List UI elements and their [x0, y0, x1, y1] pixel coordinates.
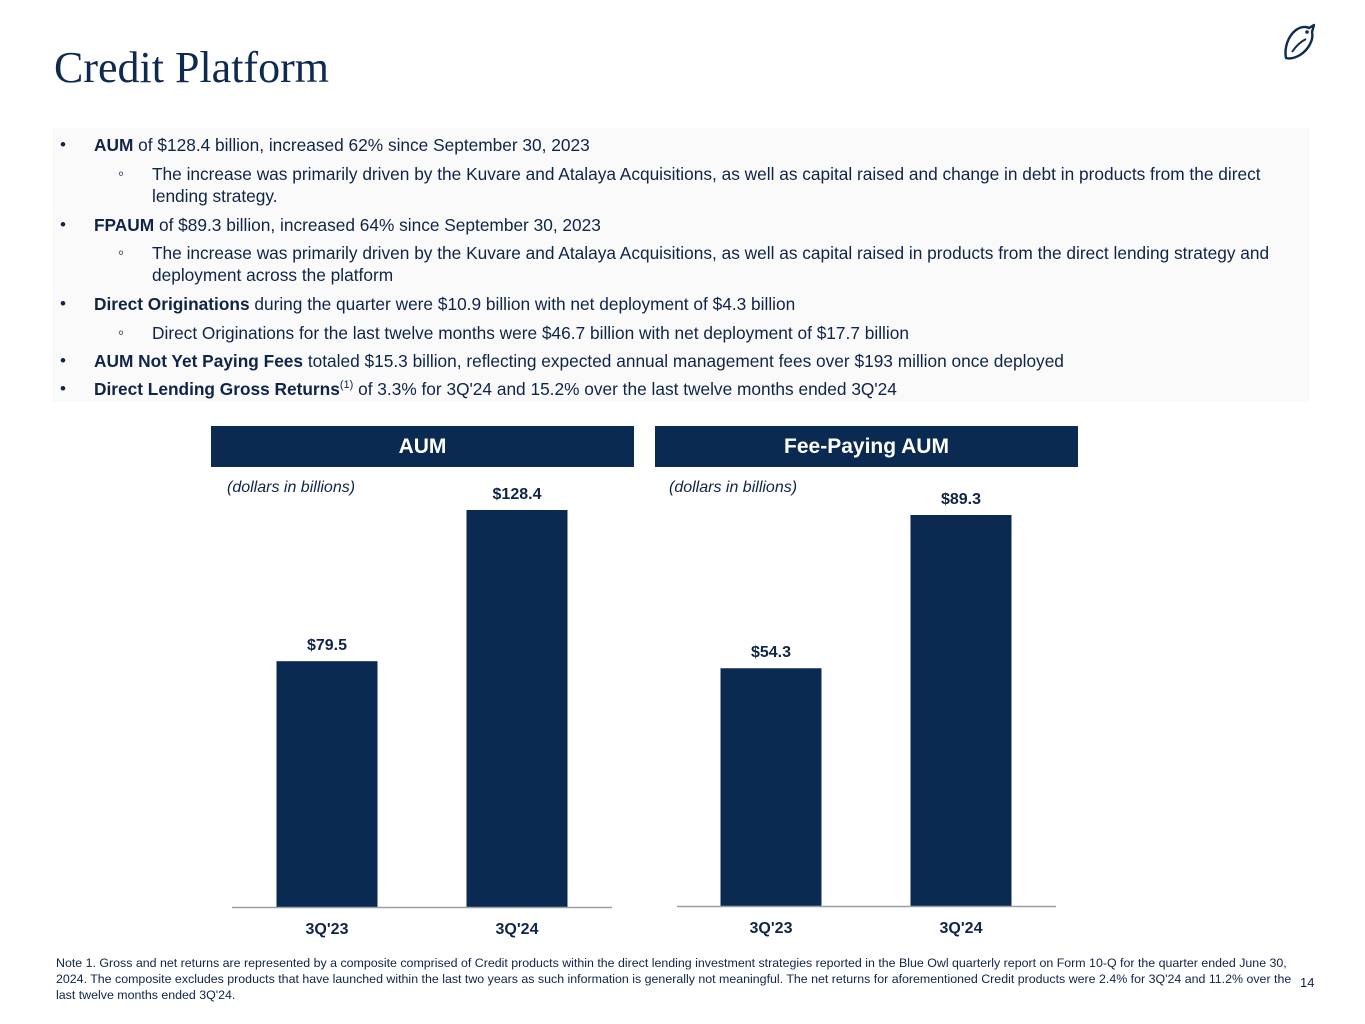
x-tick-label: 3Q'24 [940, 920, 983, 937]
bar-0-3q23 [276, 661, 378, 907]
fpaum-chart-header: Fee-Paying AUM [655, 426, 1078, 467]
page-number: 14 [1300, 975, 1315, 990]
sub-bullet-aum-driver: The increase was primarily driven by the… [152, 164, 1261, 206]
data-label: $54.3 [751, 644, 791, 661]
sub-bullet-marker: ◦ [118, 323, 125, 342]
bullet-gross-returns: Direct Lending Gross Returns(1) of 3.3% … [94, 379, 897, 399]
bullet-direct-originations: Direct Originations during the quarter w… [94, 294, 796, 314]
owl-logo-icon [1284, 23, 1316, 60]
data-label: $128.4 [493, 486, 542, 503]
bullet-aum: AUM of $128.4 billion, increased 62% sin… [94, 135, 590, 155]
sub-bullet-marker: ◦ [118, 164, 125, 183]
bullet-fpaum: FPAUM of $89.3 billion, increased 64% si… [94, 215, 601, 235]
x-tick-label: 3Q'23 [750, 920, 793, 937]
bullet-marker: • [60, 294, 66, 313]
bar-1-3q23 [720, 668, 822, 906]
x-tick-label: 3Q'24 [496, 921, 539, 938]
footnote-ref: (1) [339, 379, 354, 391]
bullet-marker: • [60, 135, 66, 154]
page-title: Credit Platform [54, 43, 329, 92]
bullet-aum-not-paying-fees: AUM Not Yet Paying Fees totaled $15.3 bi… [94, 351, 1064, 371]
data-label: $79.5 [307, 637, 347, 654]
fpaum-units-label: (dollars in billions) [669, 479, 798, 496]
sub-bullet-fpaum-driver: The increase was primarily driven by the… [152, 243, 1270, 285]
data-label: $89.3 [941, 491, 981, 508]
x-tick-label: 3Q'23 [306, 921, 349, 938]
bar-1-3q24 [910, 515, 1012, 906]
bullet-marker: • [60, 379, 66, 398]
aum-units-label: (dollars in billions) [227, 479, 356, 496]
summary-bullets: • AUM of $128.4 billion, increased 62% s… [52, 128, 1310, 402]
bullet-marker: • [60, 215, 66, 234]
sub-bullet-ltm-originations: Direct Originations for the last twelve … [152, 323, 909, 343]
bullet-marker: • [60, 351, 66, 370]
bar-0-3q24 [466, 510, 568, 907]
sub-bullet-marker: ◦ [118, 243, 125, 262]
aum-chart-header: AUM [211, 426, 634, 467]
footnote: Note 1. Gross and net returns are repres… [56, 956, 1292, 1002]
